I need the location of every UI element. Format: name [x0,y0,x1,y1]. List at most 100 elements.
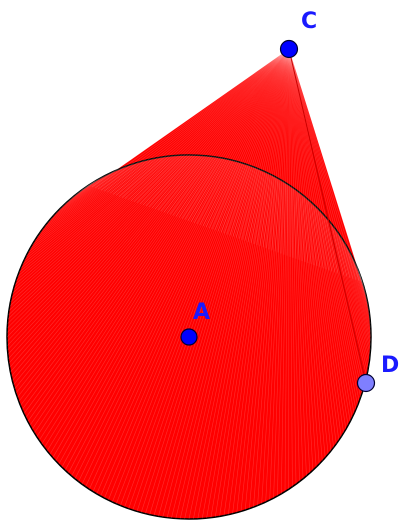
hatch-line [8,155,290,360]
hatch-line [288,155,304,479]
hatch-line [34,155,290,434]
hatch-line [100,48,290,191]
hatch-line [27,155,290,253]
hatch-line [64,155,290,471]
hatch-line [288,155,355,414]
hatch-line [133,48,290,203]
hatch-line [178,48,290,218]
hatch-line [288,155,297,485]
label-C: C [301,9,317,34]
hatch-line [158,155,290,517]
hatch-line [13,155,290,290]
hatch-line [31,155,290,430]
hatch-line [112,48,290,195]
hatch-line [142,48,290,206]
hatch-line [85,155,290,487]
hatch-line [288,48,348,277]
hatch-line [112,155,290,503]
label-A: A [193,300,210,325]
hatch-line [288,155,326,458]
hatch-line [104,155,290,499]
point-A[interactable] [180,328,198,346]
hatch-line [127,48,290,200]
point-D[interactable] [356,373,376,393]
hatch-line [8,155,290,364]
hatch-line [29,155,290,426]
hatch-line [206,155,290,519]
hatch-line [187,48,290,221]
hatch-line [106,48,290,193]
hatch-line [163,48,290,213]
hatch-line [124,48,290,199]
hatch-line [58,155,290,465]
hatch-line [11,155,290,377]
hatch-line [274,48,290,252]
hatch-line [39,155,290,234]
hatch-line [38,155,290,441]
hatch-line [288,155,329,455]
hatch-line [219,155,290,517]
hatch-line [7,155,290,329]
hatch-line [97,48,290,190]
point-C[interactable] [279,39,299,59]
hatch-line [269,155,290,501]
hatch-line [288,155,337,445]
hatch-line [253,48,290,245]
hatch-line [171,155,290,519]
hatch-line [201,155,290,519]
hatch-line [64,155,290,204]
hatch-line [7,155,290,355]
hatch-line [288,155,363,394]
hatch-line [228,155,290,515]
hatch-line [145,155,290,514]
hatch-line [288,48,330,271]
hatch-line [108,155,290,501]
hatch-line [46,155,290,452]
hatch-line [8,155,290,311]
hatch-line [154,48,290,210]
hatch-line [132,155,290,511]
hatch-line [257,155,290,506]
hatch-line [116,155,290,505]
hatch-line [184,48,290,220]
hatch-line [288,155,332,452]
hatch-line [179,155,290,519]
hatch-line [17,155,290,277]
hatch-line [232,48,290,237]
hatch-line [23,155,290,414]
hatch-line [250,48,290,243]
hatch-line [240,155,290,512]
hatch-line [288,155,293,487]
hatch-line [14,155,290,286]
hatch-line [288,48,291,257]
hatch-line [280,48,290,254]
hatch-line [109,48,290,194]
hatch-line [44,155,290,227]
hatch-line [235,48,290,238]
hatch-line [49,155,290,455]
hatch-line [44,155,290,448]
hatch-line [124,155,290,508]
hatch-line [238,48,290,239]
hatch-line [288,155,353,418]
hatch-line [162,155,290,518]
hatch-line [118,48,290,197]
hatch-line [157,48,290,211]
hatch-line [288,48,327,270]
hatch-line [68,155,290,474]
hatch-line [153,155,290,516]
hatch-line [288,48,318,267]
hatch-line [188,155,290,519]
hatch-line [41,155,290,445]
hatch-line [283,48,290,255]
hatch-line [288,155,361,398]
hatch-line [197,155,290,519]
hatch-line [175,155,290,519]
hatch-line [18,155,290,273]
hatch-line [52,155,290,217]
hatch-line [14,155,290,390]
hatch-line [288,155,317,468]
hatch-line [288,48,312,265]
hatch-line [286,48,290,256]
hatch-line [288,155,307,477]
